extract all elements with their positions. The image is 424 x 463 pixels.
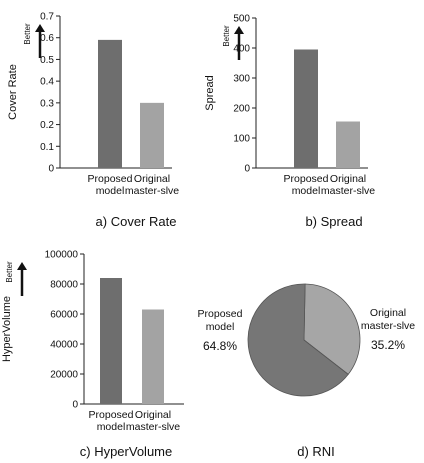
hypervolume-tick-label: 80000 — [50, 280, 78, 291]
spread-tick-label: 400 — [233, 44, 250, 55]
hypervolume-category-label: master-slve — [126, 421, 180, 433]
cover-rate-tick-label: 0 — [48, 164, 54, 175]
cover-rate-y-label: Cover Rate — [7, 64, 19, 120]
pie-label-original: Original — [370, 307, 406, 319]
cover-rate-category-label: model — [96, 185, 125, 197]
spread-category-label: model — [292, 185, 321, 197]
spread-category-label: master-slve — [321, 185, 375, 197]
cover-rate-tick-label: 0.1 — [40, 142, 54, 153]
hypervolume-tick-label: 0 — [72, 400, 78, 411]
pie-label-original: master-slve — [361, 320, 415, 332]
better-label: Better — [23, 23, 32, 45]
hypervolume-bar-1 — [100, 278, 122, 404]
caption-hypervolume: c) HyperVolume — [79, 444, 173, 459]
cover-rate-category-label: Proposed — [88, 173, 133, 185]
spread-tick-label: 0 — [244, 164, 250, 175]
pie-label-proposed: model — [206, 321, 235, 333]
pie-percent-proposed: 64.8% — [203, 339, 237, 353]
caption-cover-rate: a) Cover Rate — [95, 214, 177, 229]
spread-category-label: Proposed — [284, 173, 329, 185]
cover-rate-tick-label: 0.5 — [40, 55, 54, 66]
hypervolume-tick-label: 100000 — [45, 250, 79, 261]
spread-bar-1 — [294, 49, 318, 168]
hypervolume-tick-label: 20000 — [50, 370, 78, 381]
cover-rate-bar-1 — [98, 39, 122, 169]
cover-rate-category-label: Original — [134, 173, 170, 185]
pie-percent-original: 35.2% — [371, 338, 405, 352]
cover-rate-bar-2 — [140, 102, 164, 168]
pie-slice-original — [303, 283, 361, 375]
cover-rate-tick-label: 0.7 — [40, 12, 54, 23]
spread-tick-label: 200 — [233, 104, 250, 115]
spread-category-label: Original — [330, 173, 366, 185]
hypervolume-tick-label: 60000 — [50, 310, 78, 321]
caption-rni: d) RNI — [297, 444, 335, 459]
better-label: Better — [5, 261, 14, 283]
spread-bar-2 — [336, 121, 360, 168]
spread-y-label: Spread — [204, 75, 216, 110]
better-arrow-head — [17, 262, 27, 270]
spread-tick-label: 100 — [233, 134, 250, 145]
cover-rate-tick-label: 0.3 — [40, 98, 54, 109]
better-arrow-head — [35, 24, 45, 32]
hypervolume-category-label: model — [97, 421, 126, 433]
spread-tick-label: 500 — [233, 14, 250, 25]
cover-rate-category-label: master-slve — [125, 185, 179, 197]
cover-rate-tick-label: 0.2 — [40, 120, 54, 131]
caption-spread: b) Spread — [305, 214, 363, 229]
spread-tick-label: 300 — [233, 74, 250, 85]
hypervolume-bar-2 — [142, 309, 164, 404]
hypervolume-category-label: Proposed — [89, 409, 134, 421]
hypervolume-tick-label: 40000 — [50, 340, 78, 351]
better-arrow-head — [234, 26, 244, 34]
hypervolume-category-label: Original — [135, 409, 171, 421]
better-label: Better — [222, 25, 231, 47]
cover-rate-tick-label: 0.4 — [40, 77, 54, 88]
hypervolume-y-label: HyperVolume — [1, 296, 13, 362]
pie-label-proposed: Proposed — [198, 308, 243, 320]
cover-rate-tick-label: 0.6 — [40, 33, 54, 44]
pie-slice-proposed — [247, 283, 349, 397]
